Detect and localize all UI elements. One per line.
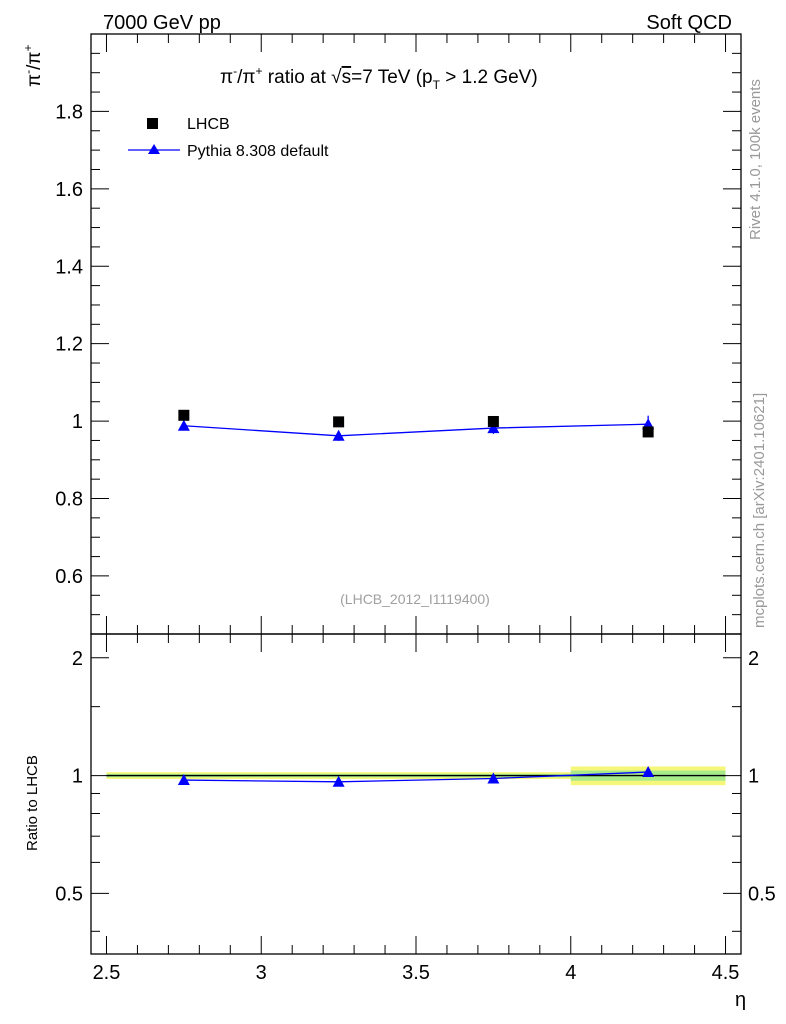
- pythia-point: [487, 422, 500, 434]
- ratio-data-layer: [177, 766, 655, 787]
- ratio-axis-ticks: 0.5 0.5 1 1 2 2 2.5 3 3.5 4 4.5: [55, 634, 776, 984]
- main-ylabel: π-/π+: [21, 44, 45, 87]
- analysis-watermark: (LHCB_2012_I1119400): [340, 591, 490, 607]
- ratio-point: [642, 766, 655, 778]
- lhcb-point: [333, 416, 345, 428]
- legend-lhcb-marker: [147, 118, 158, 129]
- header-left: 7000 GeV pp: [103, 12, 221, 34]
- main-title: π-/π+ ratio at √s=7 TeV (pT > 1.2 GeV): [220, 64, 538, 92]
- main-ytick-label: 0.6: [55, 566, 83, 588]
- ratio-ytick-label-right: 1: [748, 766, 759, 788]
- ratio-frame: [90, 633, 742, 955]
- ratio-ytick-label-right: 2: [748, 648, 759, 670]
- rivet-label: Rivet 4.1.0, 100k events: [747, 79, 764, 240]
- lhcb-point: [487, 415, 499, 427]
- pythia-line: [183, 423, 649, 437]
- main-ytick-label: 0.8: [55, 489, 83, 511]
- ratio-ytick-label-left: 2: [72, 648, 83, 670]
- ratio-ytick-label-left: 1: [72, 766, 83, 788]
- legend-pythia-label: Pythia 8.308 default: [187, 143, 329, 160]
- main-ytick-label: 1.2: [55, 334, 83, 356]
- ratio-point: [177, 774, 190, 786]
- x-tick-label: 3.5: [402, 962, 430, 984]
- ratio-point: [487, 772, 500, 784]
- x-axis-label: η: [735, 989, 746, 1011]
- x-tick-label: 2.5: [93, 962, 121, 984]
- main-ytick-label: 1.6: [55, 179, 83, 201]
- main-ytick-label: 1.8: [55, 101, 83, 123]
- pythia-point: [332, 429, 345, 441]
- x-tick-label: 3: [256, 962, 267, 984]
- ratio-line: [183, 771, 649, 783]
- main-ytick-label: 1.4: [55, 256, 83, 278]
- ratio-band-layer: [106, 766, 726, 786]
- plot-frames: [90, 33, 742, 955]
- x-tick-label: 4.5: [712, 962, 740, 984]
- ratio-ytick-label-right: 0.5: [748, 883, 776, 905]
- lhcb-point: [642, 426, 654, 438]
- legend-pythia-marker: [148, 144, 160, 154]
- main-ytick-label: 1: [72, 411, 83, 433]
- legend-lhcb-label: LHCB: [187, 116, 230, 133]
- ratio-ytick-label-left: 0.5: [55, 883, 83, 905]
- main-axis-ticks: 0.6 0.8 1 1.2 1.4 1.6 1.8: [55, 33, 741, 635]
- pythia-point: [177, 419, 190, 431]
- header-right: Soft QCD: [646, 12, 732, 34]
- x-tick-label: 4: [565, 962, 576, 984]
- ratio-ylabel: Ratio to LHCB: [24, 755, 41, 851]
- legend: LHCB Pythia 8.308 default: [128, 116, 329, 160]
- lhcb-point: [178, 409, 190, 421]
- ratio-point: [332, 775, 345, 787]
- mcplots-label: mcplots.cern.ch [arXiv:2401.10621]: [751, 393, 768, 628]
- main-data-layer: [177, 409, 655, 441]
